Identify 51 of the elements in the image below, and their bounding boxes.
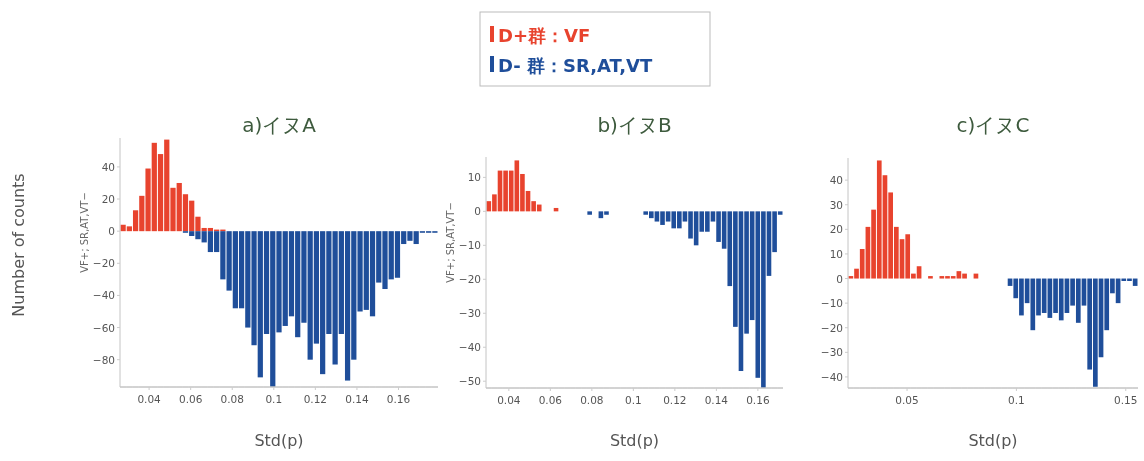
y-axis-title: VF+; SR,AT,VT− — [445, 202, 456, 283]
chart-title: b)イヌB — [597, 113, 672, 137]
x-tick-label: 0.06 — [178, 393, 203, 405]
y-tick-label: 10 — [467, 171, 481, 184]
y-tick-label: −40 — [820, 370, 843, 383]
y-tick-label: −10 — [458, 239, 481, 252]
x-tick-label: 0.1 — [1008, 394, 1025, 406]
x-tick-label: 0.1 — [625, 394, 642, 406]
y-tick-label: 20 — [101, 193, 115, 206]
x-tick-label: 0.16 — [746, 394, 770, 406]
y-tick-label: −20 — [92, 257, 115, 270]
y-tick-label: 40 — [829, 174, 843, 187]
y-tick-label: 10 — [829, 247, 843, 260]
y-tick-label: 0 — [836, 272, 843, 285]
chart-title: a)イヌA — [242, 113, 317, 137]
y-tick-label: −30 — [820, 346, 843, 359]
y-tick-label: −80 — [92, 353, 115, 366]
x-tick-label: 0.05 — [895, 394, 919, 406]
x-tick-label: 0.04 — [137, 393, 162, 405]
y-tick-label: −50 — [458, 375, 481, 388]
y-tick-label: 0 — [108, 225, 115, 238]
chart-title: c)イヌC — [956, 113, 1030, 137]
x-tick-label: 0.14 — [704, 394, 729, 406]
x-tick-label: 0.16 — [386, 393, 411, 405]
y-tick-label: −20 — [458, 273, 481, 286]
x-tick-label: 0.12 — [663, 394, 687, 406]
x-tick-label: 0.1 — [265, 393, 283, 405]
y-tick-label: −60 — [92, 321, 115, 334]
x-tick-label: 0.06 — [538, 394, 563, 406]
x-tick-label: 0.08 — [580, 394, 604, 406]
y-tick-label: −30 — [458, 307, 481, 320]
y-tick-label: −40 — [458, 341, 481, 354]
x-axis-title: Std(p) — [254, 431, 304, 450]
x-axis-title: Std(p) — [968, 431, 1018, 450]
text: Number of counts — [9, 173, 28, 317]
y-axis-title: VF+; SR,AT,VT− — [79, 192, 90, 273]
x-axis-title: Std(p) — [609, 431, 660, 450]
legend-label: D- 群：SR,AT,VT — [498, 55, 654, 76]
x-tick-label: 0.14 — [345, 393, 369, 405]
x-tick-label: 0.12 — [303, 393, 328, 405]
x-tick-label: 0.08 — [220, 393, 244, 405]
y-tick-label: 20 — [829, 223, 843, 236]
y-tick-label: −40 — [92, 289, 115, 302]
y-tick-label: 0 — [474, 205, 481, 218]
y-tick-label: −20 — [820, 321, 843, 334]
x-tick-label: 0.04 — [497, 394, 521, 406]
y-tick-label: −10 — [820, 297, 843, 310]
y-tick-label: 40 — [101, 160, 115, 173]
x-tick-label: 0.15 — [1114, 394, 1138, 406]
legend-label: D+群：VF — [498, 25, 591, 46]
y-tick-label: 30 — [829, 198, 843, 211]
